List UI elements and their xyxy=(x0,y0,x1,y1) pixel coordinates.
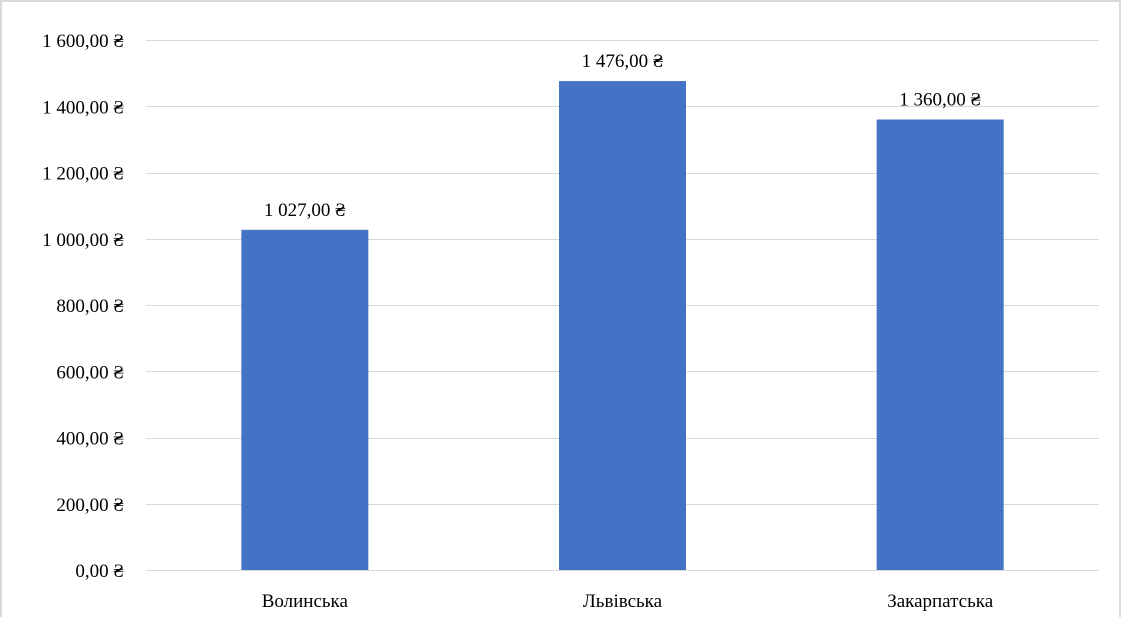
x-axis-category-labels: Волинська Львівська Закарпатська xyxy=(262,591,994,612)
y-tick-label: 200,00 ₴ xyxy=(56,495,124,516)
y-tick-label: 800,00 ₴ xyxy=(56,296,124,317)
y-tick-label: 1 400,00 ₴ xyxy=(42,97,124,118)
y-axis-tick-labels: 0,00 ₴ 200,00 ₴ 400,00 ₴ 600,00 ₴ 800,00 ₴ 1 … xyxy=(42,31,124,582)
x-category-label: Закарпатська xyxy=(887,591,994,612)
x-category-label: Волинська xyxy=(262,591,349,612)
x-category-label: Львівська xyxy=(583,591,663,612)
y-tick-label: 1 000,00 ₴ xyxy=(42,230,124,251)
bar xyxy=(241,229,369,570)
bar xyxy=(876,119,1004,570)
y-tick-label: 0,00 ₴ xyxy=(75,561,124,582)
y-tick-label: 1 200,00 ₴ xyxy=(42,164,124,185)
data-labels: 1 027,00 ₴ 1 476,00 ₴ 1 360,00 ₴ xyxy=(264,51,981,221)
y-tick-label: 1 600,00 ₴ xyxy=(42,31,124,52)
bar xyxy=(559,81,686,570)
bars xyxy=(241,81,1004,570)
data-label: 1 360,00 ₴ xyxy=(899,90,981,111)
data-label: 1 476,00 ₴ xyxy=(582,51,664,72)
y-tick-label: 600,00 ₴ xyxy=(56,362,124,383)
data-label: 1 027,00 ₴ xyxy=(264,200,346,221)
y-tick-label: 400,00 ₴ xyxy=(56,429,124,450)
